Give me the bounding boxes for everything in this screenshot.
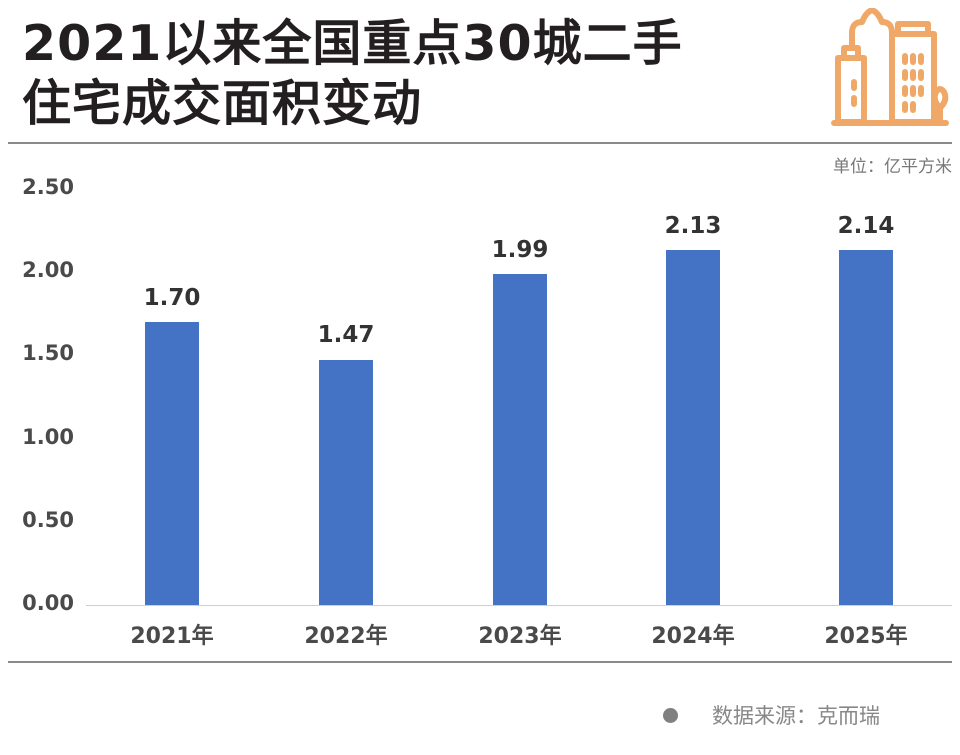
source-text: 数据来源：克而瑞 [712, 704, 880, 728]
chart-title: 2021以来全国重点30城二手 住宅成交面积变动 [22, 14, 683, 134]
bar-2023 [493, 274, 547, 605]
x-axis-line [86, 605, 952, 606]
x-tick: 2025年 [824, 624, 908, 649]
value-label: 1.70 [143, 285, 201, 311]
value-label: 1.99 [491, 237, 549, 263]
unit-label: 单位：亿平方米 [833, 157, 952, 177]
y-tick: 0.50 [22, 508, 74, 532]
title-line-1: 2021以来全国重点30城二手 [22, 15, 683, 72]
y-tick: 2.00 [22, 258, 74, 282]
x-tick: 2024年 [651, 624, 735, 649]
bar-2025 [839, 250, 893, 605]
y-tick: 2.50 [22, 175, 74, 199]
bar-2022 [319, 360, 373, 605]
bar-2024 [666, 250, 720, 605]
bar-2021 [145, 322, 199, 605]
gray-dot-icon [663, 707, 678, 723]
y-tick: 0.00 [22, 591, 74, 615]
title-line-2: 住宅成交面积变动 [22, 75, 423, 132]
value-label: 2.13 [664, 213, 722, 239]
y-tick: 1.00 [22, 425, 74, 449]
top-divider [8, 142, 952, 144]
y-tick: 1.50 [22, 341, 74, 365]
city-buildings-icon [831, 8, 949, 126]
value-label: 2.14 [837, 213, 895, 239]
x-tick: 2021年 [130, 624, 214, 649]
x-tick: 2023年 [478, 624, 562, 649]
x-tick: 2022年 [304, 624, 388, 649]
bottom-divider [8, 661, 952, 663]
data-source: 数据来源：克而瑞 [663, 700, 880, 730]
value-label: 1.47 [317, 322, 375, 348]
